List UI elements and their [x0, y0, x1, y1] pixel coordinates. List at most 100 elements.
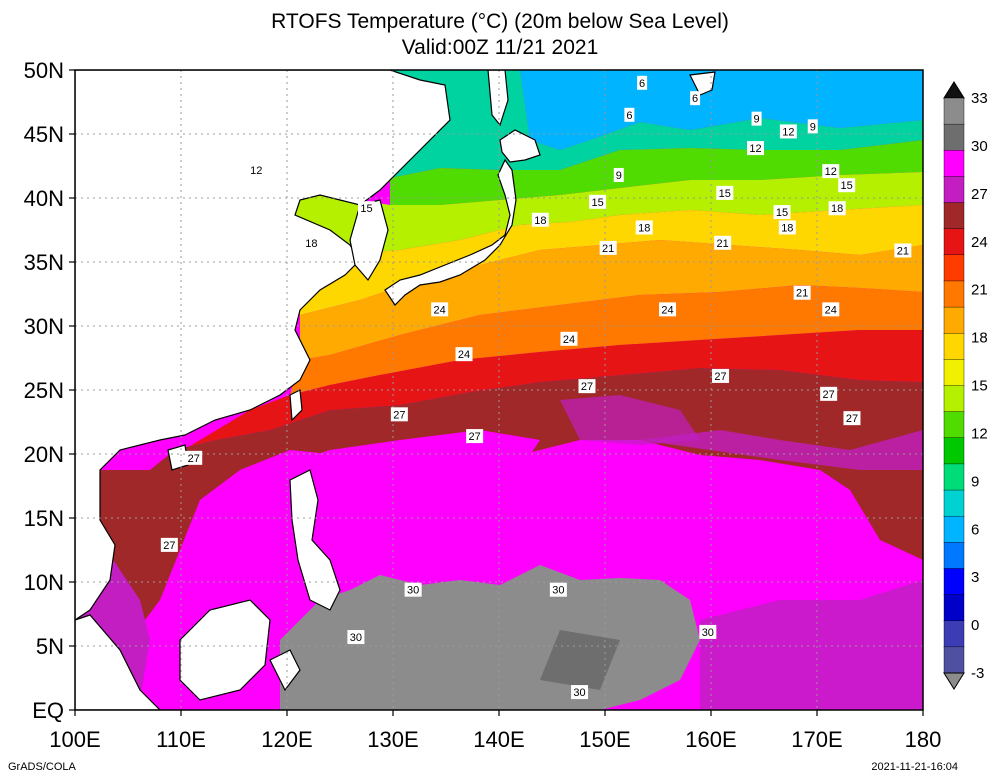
zone-12	[390, 140, 923, 205]
contour-label-box	[404, 582, 422, 597]
colorbar-swatch	[943, 306, 965, 334]
colorbar-swatch	[943, 515, 965, 544]
colorbar-label: 18	[971, 330, 988, 347]
contour-label: 6	[626, 110, 632, 122]
contour-label-box	[773, 205, 791, 220]
japan-honshu	[384, 158, 517, 306]
credit-text: GrADS/COLA	[8, 761, 76, 773]
contour-label: 30	[350, 632, 362, 644]
contour-label-box	[838, 178, 856, 193]
colorbar-swatch	[943, 385, 965, 413]
x-tick-label: 160E	[685, 727, 736, 752]
contour-label-box	[549, 582, 567, 597]
y-axis: EQ 5N 10N 15N 20N 25N 30N 35N 40N 45N 50N	[24, 58, 75, 723]
map-subtitle: Valid:00Z 11/21 2021	[401, 36, 599, 59]
sakhalin	[487, 70, 509, 127]
colorbar-label: 9	[971, 473, 979, 490]
contour-label: 27	[714, 371, 726, 383]
contour-label: 27	[468, 431, 480, 443]
contour-label: 24	[661, 304, 673, 316]
contour-label: 18	[781, 222, 793, 234]
contour-label-box	[431, 302, 449, 317]
x-tick-label: 100E	[49, 727, 100, 752]
contour-label: 12	[825, 166, 837, 178]
colorbar-label: 30	[971, 138, 988, 155]
colorbar-label: 27	[971, 186, 988, 203]
contour-label: 21	[796, 288, 808, 300]
colorbar-swatch	[943, 437, 965, 465]
contour-label: 21	[897, 245, 909, 257]
contour-label: 18	[534, 215, 546, 227]
contour-label-box	[531, 212, 549, 227]
contour-label-box	[822, 302, 840, 317]
contour-label-box	[820, 386, 838, 401]
colorbar-swatch	[943, 646, 965, 674]
x-tick-label: 180	[905, 727, 942, 752]
y-tick-label: 35N	[24, 250, 64, 275]
x-tick-label: 140E	[473, 727, 524, 752]
contour-labels: 6 6 6 9 9 9 12 12 12 12 15 15 15 15 15 18 18 18 18 18 21 21 21…	[160, 75, 912, 700]
colorbar-swatch	[943, 463, 965, 491]
contour-label-box	[635, 220, 653, 235]
contour-label-box	[699, 624, 717, 639]
y-tick-label: 50N	[24, 58, 64, 83]
contour-label: 27	[393, 409, 405, 421]
contour-label-box	[247, 162, 265, 177]
hokkaido	[499, 129, 541, 163]
colorbar-swatch	[943, 97, 965, 125]
colorbar-label: 15	[971, 378, 988, 395]
zone-15	[270, 172, 923, 255]
colorbar-swatch	[943, 333, 965, 361]
contour-label-box	[613, 167, 624, 182]
contour-label-box	[347, 630, 365, 645]
hainan	[167, 444, 189, 471]
y-tick-label: EQ	[32, 698, 64, 723]
y-tick-label: 30N	[24, 314, 64, 339]
borneo	[179, 599, 271, 701]
y-tick-label: 25N	[24, 378, 64, 403]
contour-label: 18	[638, 222, 650, 234]
contour-label-box	[185, 450, 203, 465]
colorbar-label: 0	[971, 617, 979, 634]
contour-label-box	[828, 201, 846, 216]
contour-label: 18	[831, 203, 843, 215]
contour-label: 15	[591, 197, 603, 209]
contour-label-box	[751, 111, 762, 126]
contour-label: 9	[616, 170, 622, 182]
colorbar-label: -3	[971, 665, 984, 682]
colorbar-swatch	[943, 123, 965, 151]
contour-label: 6	[692, 93, 698, 105]
zone-24	[290, 285, 923, 395]
contour-label: 30	[407, 585, 419, 597]
contour-label-box	[747, 141, 765, 156]
y-tick-label: 10N	[24, 570, 64, 595]
asia-mainland	[75, 70, 451, 621]
y-tick-label: 20N	[24, 442, 64, 467]
colorbar-label: 3	[971, 569, 979, 586]
colorbar-label: 33	[971, 90, 988, 107]
colorbar-swatch	[943, 359, 965, 387]
colorbar-swatch	[943, 620, 965, 648]
philippines	[289, 469, 341, 611]
contour-label-box	[455, 347, 473, 362]
contour-label-box	[599, 240, 617, 255]
contour-label: 27	[846, 413, 858, 425]
contour-label-box	[778, 220, 796, 235]
x-tick-label: 120E	[261, 727, 312, 752]
contour-label-box	[894, 243, 912, 258]
contour-label-box	[822, 164, 840, 179]
contour-label: 30	[552, 585, 564, 597]
korea	[349, 199, 389, 282]
y-tick-label: 15N	[24, 506, 64, 531]
contour-label-box	[302, 235, 320, 250]
contour-label-box	[358, 201, 375, 216]
malay-peninsula	[75, 614, 161, 710]
contour-label: 30	[702, 627, 714, 639]
colorbar-swatch	[943, 176, 965, 204]
land	[75, 70, 716, 710]
contour-label-box	[659, 302, 677, 317]
y-tick-label: 40N	[24, 186, 64, 211]
contour-label: 30	[573, 687, 585, 699]
map-title: RTOFS Temperature (°C) (20m below Sea Le…	[271, 10, 729, 33]
